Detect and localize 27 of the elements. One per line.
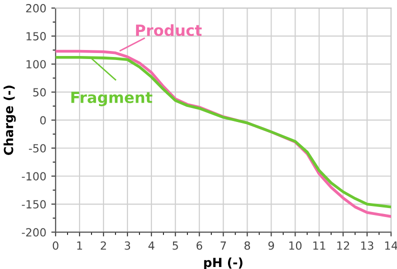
x-tick-label: 3 xyxy=(124,241,130,250)
y-tick-label: -50 xyxy=(28,144,46,152)
x-tick-label: 6 xyxy=(196,241,202,250)
legend-label: Fragment xyxy=(71,92,152,106)
y-tick-label: -200 xyxy=(22,228,46,237)
y-tick-label: 100 xyxy=(26,60,46,68)
y-tick-label: -150 xyxy=(22,200,46,209)
y-tick-label: 0 xyxy=(40,116,46,124)
x-tick-label: 1 xyxy=(77,242,82,250)
y-tick-label: 200 xyxy=(26,4,46,12)
series-label: Product xyxy=(136,24,202,36)
y-tick-label: 150 xyxy=(26,32,46,40)
x-tick-label: 7 xyxy=(220,242,226,250)
x-tick-label: 13 xyxy=(361,241,374,250)
y-axis-title: Charge (-) xyxy=(4,86,16,156)
x-tick-label: 0 xyxy=(52,241,58,250)
x-tick-label: 14 xyxy=(385,242,397,250)
x-tick-label: 5 xyxy=(172,242,178,250)
x-tick-label: 11 xyxy=(313,242,326,250)
x-tick-label: 10 xyxy=(289,241,302,250)
x-tick-label: 9 xyxy=(268,241,274,250)
x-tick-label: 12 xyxy=(337,241,350,250)
x-tick-label: 4 xyxy=(148,242,154,250)
x-tick-label: 8 xyxy=(244,241,250,250)
y-tick-label: 50 xyxy=(33,88,46,96)
x-tick-label: 2 xyxy=(100,241,106,250)
y-tick-label: -100 xyxy=(22,172,46,181)
